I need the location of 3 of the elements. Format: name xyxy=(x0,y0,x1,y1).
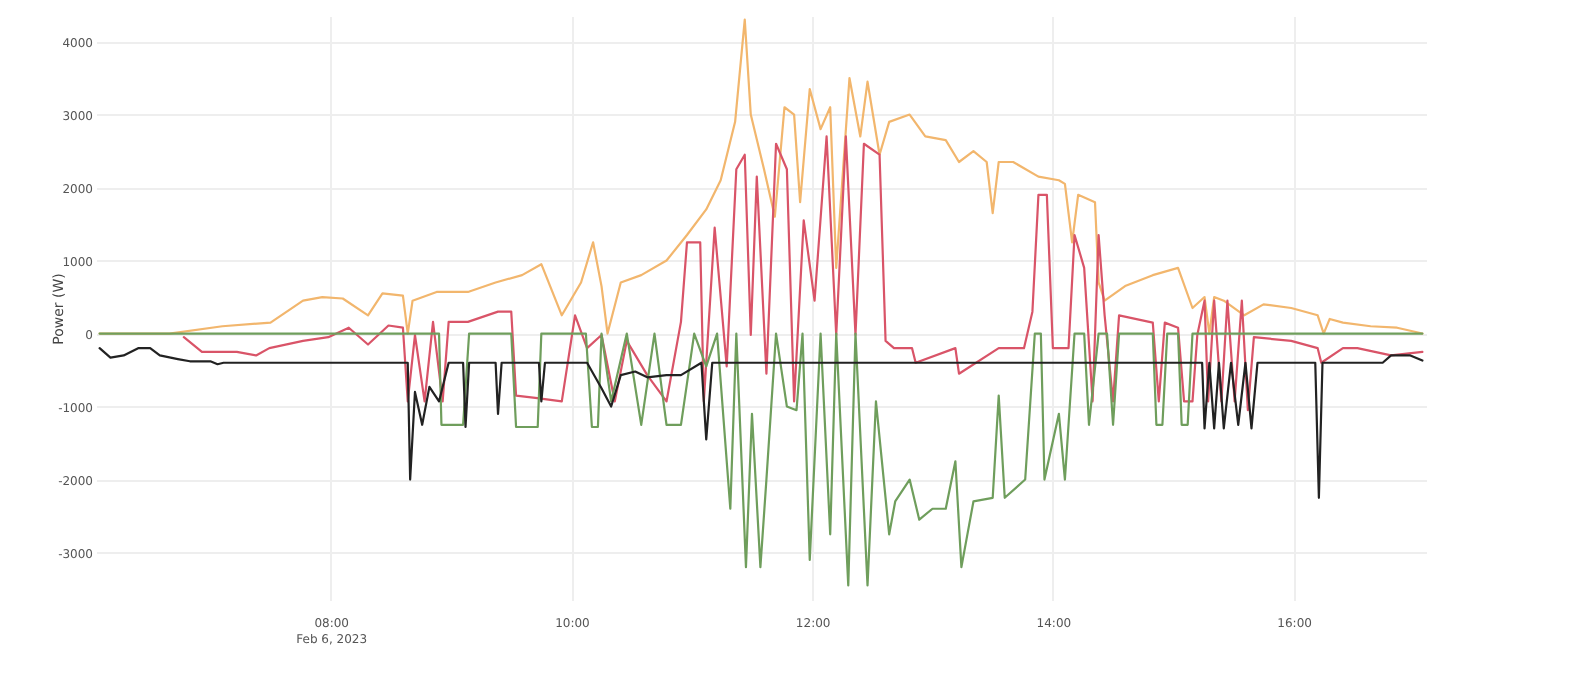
line-series xyxy=(98,332,1424,587)
line-series xyxy=(98,347,1424,499)
line-series xyxy=(182,135,1424,412)
